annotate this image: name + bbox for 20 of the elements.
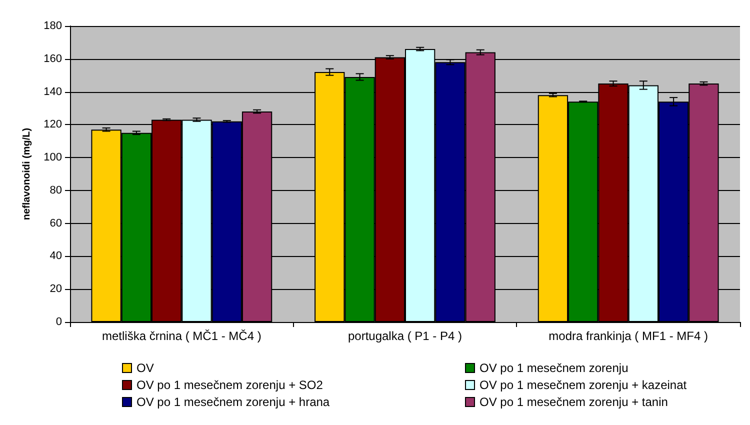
y-tick-label: 100 — [44, 152, 62, 164]
x-tick-label: modra frankinja ( MF1 - MF4 ) — [548, 329, 708, 343]
legend-label: OV po 1 mesečnem zorenju + kazeinat — [480, 378, 688, 392]
y-tick-label: 140 — [44, 86, 62, 98]
y-tick-label: 40 — [50, 250, 62, 262]
y-tick-label: 20 — [50, 283, 62, 296]
legend-label: OV — [136, 361, 154, 375]
x-tick-label: portugalka ( P1 - P4 ) — [348, 329, 462, 343]
legend-label: OV po 1 mesečnem zorenju + tanin — [480, 395, 668, 409]
legend-label: OV po 1 mesečnem zorenju — [480, 361, 628, 375]
legend-label: OV po 1 mesečnem zorenju + hrana — [136, 395, 330, 409]
y-tick-label: 180 — [44, 20, 62, 32]
y-tick-label: 120 — [44, 118, 62, 131]
y-axis-title: neflavonoidi (mg/L) — [22, 128, 32, 220]
y-tick-label: 160 — [44, 52, 62, 65]
x-tick-label: metliška črnina ( MČ1 - MČ4 ) — [102, 329, 262, 343]
y-tick-label: 60 — [50, 217, 62, 230]
y-tick-label: 80 — [50, 184, 62, 196]
y-tick-label: 0 — [56, 316, 62, 328]
legend-label: OV po 1 mesečnem zorenju + SO2 — [136, 378, 324, 392]
